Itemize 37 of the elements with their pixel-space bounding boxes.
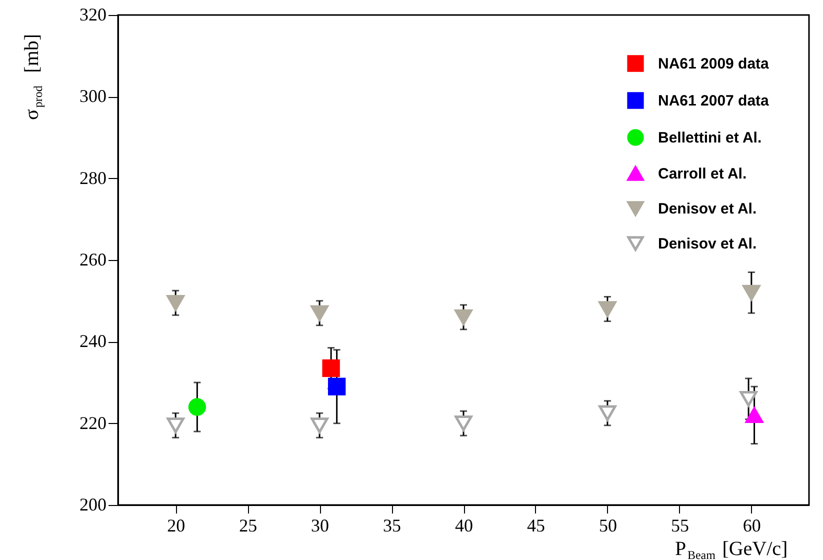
y-tick-label: 280 — [80, 168, 106, 188]
y-axis-title: σprod [mb] — [21, 34, 45, 120]
point — [598, 405, 616, 421]
point — [188, 398, 206, 416]
x-tick-label: 45 — [526, 516, 545, 536]
y-tick-label: 320 — [80, 4, 106, 24]
legend-label: NA61 2009 data — [658, 56, 770, 72]
x-tick-label: 20 — [167, 516, 186, 536]
point — [310, 305, 328, 321]
legend-label: Denisov et Al. — [658, 200, 757, 218]
point — [454, 416, 472, 432]
x-tick-label: 60 — [742, 516, 761, 536]
point — [322, 359, 340, 378]
x-tick-label: 55 — [670, 516, 689, 536]
x-tick-label: 50 — [598, 516, 617, 536]
y-tick-label: 260 — [80, 250, 106, 270]
x-tick-label: 35 — [383, 516, 402, 536]
x-tick-label: 25 — [239, 516, 258, 536]
legend-label: Carroll et Al. — [658, 166, 747, 182]
legend-label: Bellettini et Al. — [658, 130, 762, 146]
point — [740, 391, 758, 407]
point — [745, 407, 764, 423]
point — [166, 295, 184, 311]
y-tick-label: 200 — [80, 494, 106, 514]
y-tick-label: 220 — [80, 412, 106, 433]
x-tick-label: 30 — [311, 516, 330, 536]
point — [328, 378, 346, 396]
point — [598, 301, 616, 317]
legend-label: NA61 2007 data — [658, 92, 770, 110]
y-tick-label: 240 — [80, 331, 106, 352]
y-tick-label: 300 — [80, 86, 106, 106]
point — [742, 284, 760, 300]
point — [166, 418, 184, 434]
x-tick-label: 40 — [455, 516, 473, 536]
legend-label: Denisov et Al. — [658, 236, 757, 252]
point — [310, 418, 328, 434]
point — [454, 309, 472, 325]
